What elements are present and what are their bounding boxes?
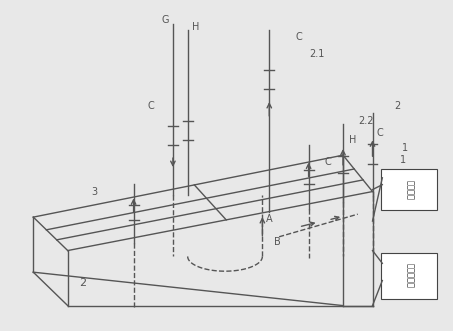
- Text: H: H: [192, 23, 199, 32]
- Text: B: B: [274, 237, 280, 247]
- Text: 3: 3: [91, 187, 97, 197]
- Text: 1: 1: [400, 155, 406, 165]
- Text: 2.2: 2.2: [358, 116, 373, 126]
- Text: 含水层热水: 含水层热水: [405, 263, 414, 288]
- Text: C: C: [295, 32, 302, 42]
- FancyBboxPatch shape: [381, 253, 438, 299]
- Text: 爆破层水: 爆破层水: [405, 180, 414, 200]
- Text: 2: 2: [79, 278, 86, 288]
- Text: A: A: [266, 214, 273, 224]
- Text: 2: 2: [394, 101, 400, 111]
- Text: C: C: [148, 101, 154, 111]
- Text: C: C: [325, 157, 332, 167]
- FancyBboxPatch shape: [381, 169, 438, 210]
- Text: C: C: [376, 127, 383, 138]
- Text: G: G: [161, 16, 169, 25]
- Text: H: H: [349, 135, 357, 145]
- Text: 2.1: 2.1: [309, 49, 324, 59]
- Text: 1: 1: [402, 143, 408, 153]
